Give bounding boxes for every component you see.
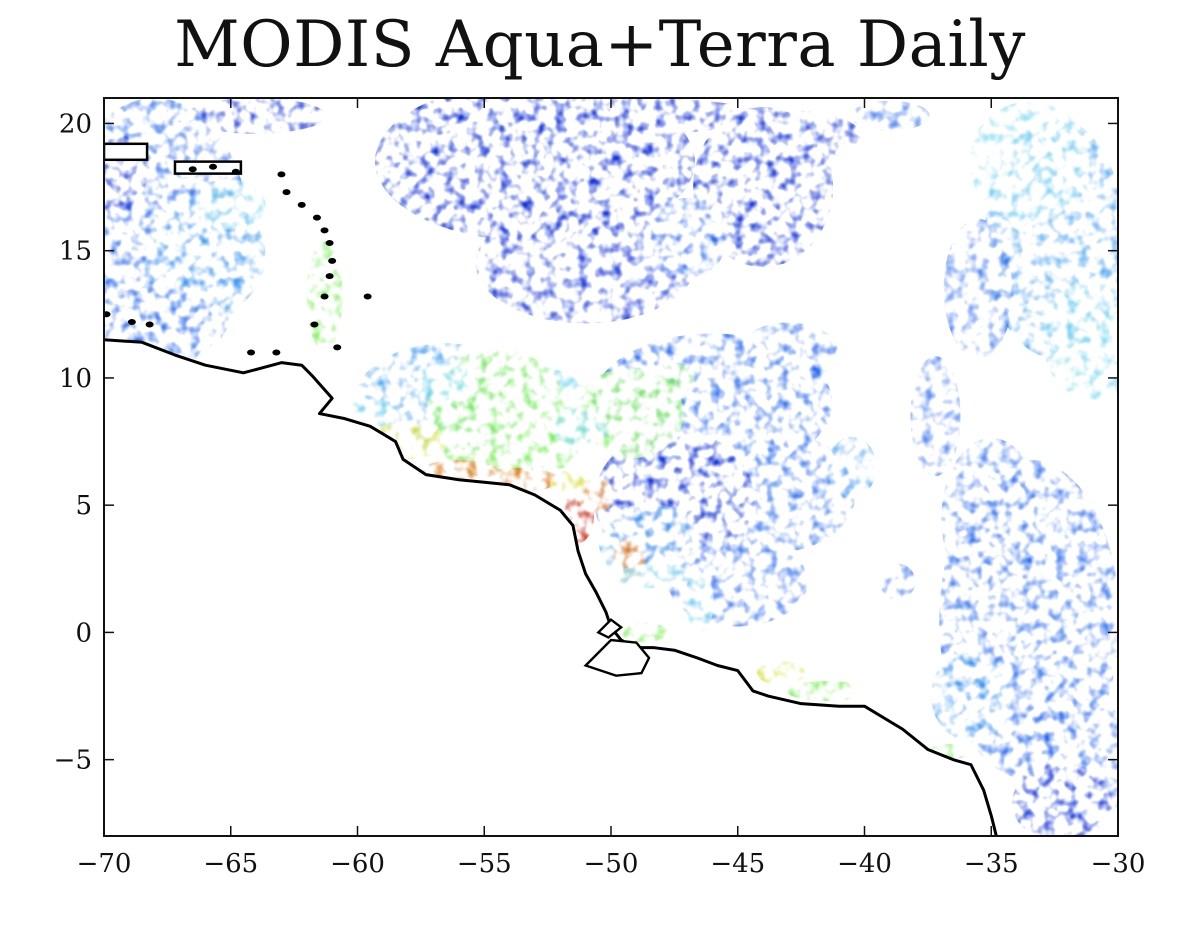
x-tick-label: −35 (964, 849, 1019, 879)
sst-field-layer (104, 98, 1118, 836)
x-tick-label: −65 (203, 849, 258, 879)
x-tick-label: −45 (710, 849, 765, 879)
page-title: MODIS Aqua+Terra Daily (174, 8, 1026, 82)
coastline-layer (104, 142, 998, 836)
y-tick-label: 0 (75, 618, 92, 648)
y-tick-label: 10 (59, 364, 92, 394)
x-tick-label: −60 (330, 849, 385, 879)
x-tick-label: −30 (1091, 849, 1146, 879)
x-tick-label: −70 (77, 849, 132, 879)
y-axis: −5 0 5 10 15 20 (54, 109, 1118, 776)
y-tick-label: 20 (59, 109, 92, 139)
y-tick-label: −5 (54, 746, 92, 776)
y-tick-label: 5 (75, 491, 92, 521)
x-tick-label: −55 (457, 849, 512, 879)
x-tick-label: −50 (584, 849, 639, 879)
x-axis: −70 −65 −60 −55 −50 −45 −40 −35 −30 (77, 98, 1146, 879)
x-tick-label: −40 (837, 849, 892, 879)
y-tick-label: 15 (59, 237, 92, 267)
